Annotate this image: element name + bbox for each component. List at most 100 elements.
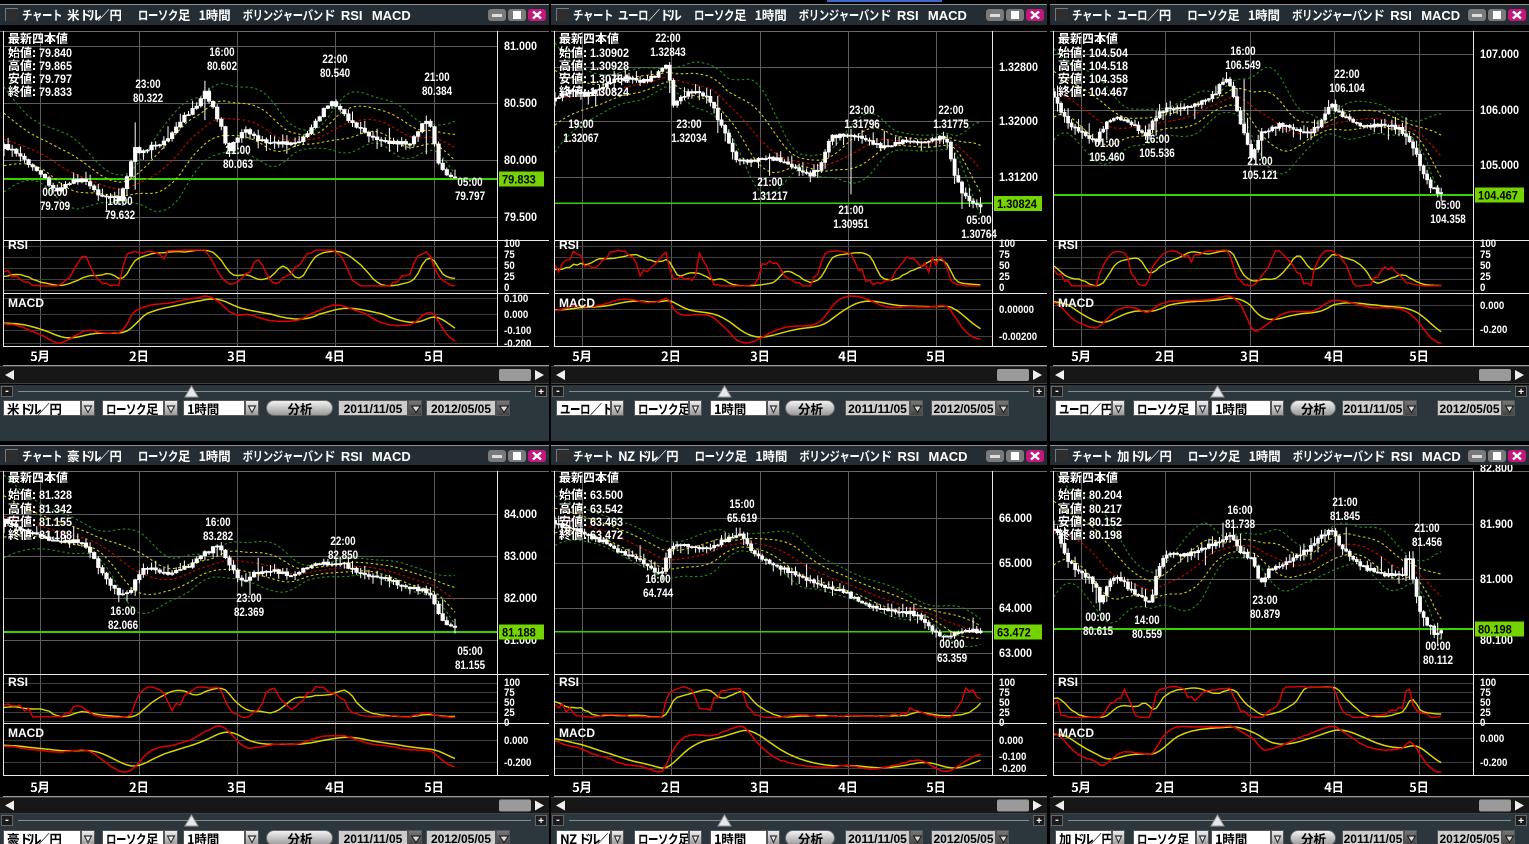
svg-text:106.104: 106.104: [1329, 81, 1365, 95]
svg-text:104.467: 104.467: [1089, 85, 1128, 99]
svg-text:80.198: 80.198: [1478, 623, 1512, 637]
svg-text:21:00: 21:00: [838, 203, 863, 217]
svg-text:25: 25: [504, 271, 515, 283]
svg-text:79.632: 79.632: [105, 208, 135, 222]
svg-text:22:00: 22:00: [655, 31, 680, 45]
svg-text:82.369: 82.369: [234, 605, 264, 619]
svg-text:14:00: 14:00: [1134, 613, 1159, 627]
svg-text:104.358: 104.358: [1430, 212, 1466, 226]
svg-text:81.188: 81.188: [39, 528, 72, 542]
svg-text:1.30824: 1.30824: [997, 197, 1037, 211]
svg-text:105.536: 105.536: [1139, 146, 1175, 160]
svg-text:0.000: 0.000: [1480, 300, 1504, 312]
svg-text:16:00: 16:00: [1230, 44, 1255, 58]
svg-text:1.32800: 1.32800: [999, 60, 1038, 74]
svg-text:23:00: 23:00: [135, 77, 160, 91]
svg-text:00:00: 00:00: [939, 637, 964, 651]
svg-text:00:00: 00:00: [1425, 639, 1450, 653]
svg-text:25: 25: [1480, 271, 1491, 283]
svg-text:23:00: 23:00: [1252, 593, 1277, 607]
svg-text:64.744: 64.744: [643, 586, 673, 600]
svg-text:80.602: 80.602: [207, 59, 237, 73]
svg-text:80.559: 80.559: [1132, 627, 1162, 641]
svg-text:01:00: 01:00: [1094, 136, 1119, 150]
svg-text:MACD: MACD: [372, 449, 411, 464]
svg-text:104.504: 104.504: [1089, 46, 1128, 60]
svg-text:106.000: 106.000: [1480, 103, 1519, 117]
svg-text:21:00: 21:00: [1332, 495, 1357, 509]
svg-text:23:00: 23:00: [676, 117, 701, 131]
svg-text:21:00: 21:00: [757, 175, 782, 189]
svg-text:79.833: 79.833: [39, 85, 72, 99]
svg-text:75: 75: [999, 687, 1010, 699]
svg-text:16:00: 16:00: [205, 515, 230, 529]
svg-text:-0.200: -0.200: [1480, 757, 1507, 769]
svg-text:50: 50: [504, 260, 515, 272]
svg-text:75: 75: [504, 687, 515, 699]
svg-text:-0.00200: -0.00200: [999, 331, 1037, 343]
svg-text:81.900: 81.900: [1480, 517, 1513, 531]
svg-text:RSI: RSI: [898, 449, 920, 464]
svg-text:0: 0: [504, 717, 509, 729]
svg-text:RSI: RSI: [559, 675, 579, 689]
svg-text:79.709: 79.709: [40, 199, 70, 213]
svg-text:81.188: 81.188: [502, 626, 536, 640]
svg-text:50: 50: [1480, 697, 1491, 709]
svg-text:82.066: 82.066: [108, 618, 138, 632]
svg-text:15:00: 15:00: [729, 497, 754, 511]
svg-text:-0.200: -0.200: [1480, 324, 1507, 336]
svg-text:80.500: 80.500: [504, 96, 537, 110]
svg-text:MACD: MACD: [1058, 296, 1094, 310]
svg-text:63.000: 63.000: [999, 646, 1032, 660]
svg-text:1.30928: 1.30928: [590, 59, 629, 73]
svg-text:RSI: RSI: [1390, 8, 1412, 23]
svg-text:25: 25: [999, 271, 1010, 283]
svg-text:MACD: MACD: [8, 296, 44, 310]
svg-text:81.000: 81.000: [504, 39, 537, 53]
svg-text:1.32067: 1.32067: [563, 131, 599, 145]
svg-text:81.738: 81.738: [1225, 517, 1255, 531]
svg-text:RSI: RSI: [341, 449, 363, 464]
svg-text:79.833: 79.833: [502, 173, 536, 187]
svg-text:-0.200: -0.200: [999, 763, 1026, 775]
svg-text:0.000: 0.000: [1480, 733, 1504, 745]
svg-text:22:00: 22:00: [322, 52, 347, 66]
svg-text:0.100: 0.100: [504, 293, 528, 305]
svg-text:65.619: 65.619: [727, 511, 757, 525]
svg-text:100: 100: [504, 677, 520, 689]
svg-text:-0.200: -0.200: [504, 338, 531, 350]
svg-text:22:00: 22:00: [1334, 67, 1359, 81]
svg-text:80.540: 80.540: [320, 66, 350, 80]
svg-text:0.000: 0.000: [999, 735, 1023, 747]
svg-text:75: 75: [999, 249, 1010, 261]
svg-text:1.32000: 1.32000: [999, 114, 1038, 128]
svg-text:80.615: 80.615: [1083, 624, 1113, 638]
svg-text:-0.100: -0.100: [999, 751, 1026, 763]
svg-text:MACD: MACD: [1058, 726, 1094, 740]
svg-text:00:00: 00:00: [1085, 610, 1110, 624]
svg-text:65.000: 65.000: [999, 556, 1032, 570]
svg-text:63.463: 63.463: [590, 515, 623, 529]
svg-text:22:00: 22:00: [330, 534, 355, 548]
svg-text:23:00: 23:00: [236, 591, 261, 605]
svg-text:63.472: 63.472: [997, 625, 1031, 639]
svg-text:63.500: 63.500: [590, 488, 623, 502]
svg-text:MACD: MACD: [372, 8, 411, 23]
svg-text:25: 25: [999, 707, 1010, 719]
svg-text:75: 75: [1480, 249, 1491, 261]
svg-text:80.204: 80.204: [1089, 488, 1122, 502]
svg-text:21:00: 21:00: [424, 70, 449, 84]
svg-text:1.31796: 1.31796: [844, 117, 880, 131]
svg-text:80.198: 80.198: [1089, 528, 1122, 542]
svg-text:16:00: 16:00: [1227, 503, 1252, 517]
svg-text:1.31200: 1.31200: [999, 170, 1038, 184]
svg-text:80.000: 80.000: [504, 153, 537, 167]
svg-text:RSI: RSI: [341, 8, 363, 23]
svg-text:0: 0: [504, 282, 509, 294]
svg-text:100: 100: [1480, 238, 1496, 250]
svg-text:100: 100: [1480, 677, 1496, 689]
svg-text:79.797: 79.797: [455, 189, 485, 203]
svg-text:MACD: MACD: [928, 8, 967, 23]
svg-text:0.00000: 0.00000: [999, 304, 1034, 316]
svg-text:05:00: 05:00: [1435, 198, 1460, 212]
